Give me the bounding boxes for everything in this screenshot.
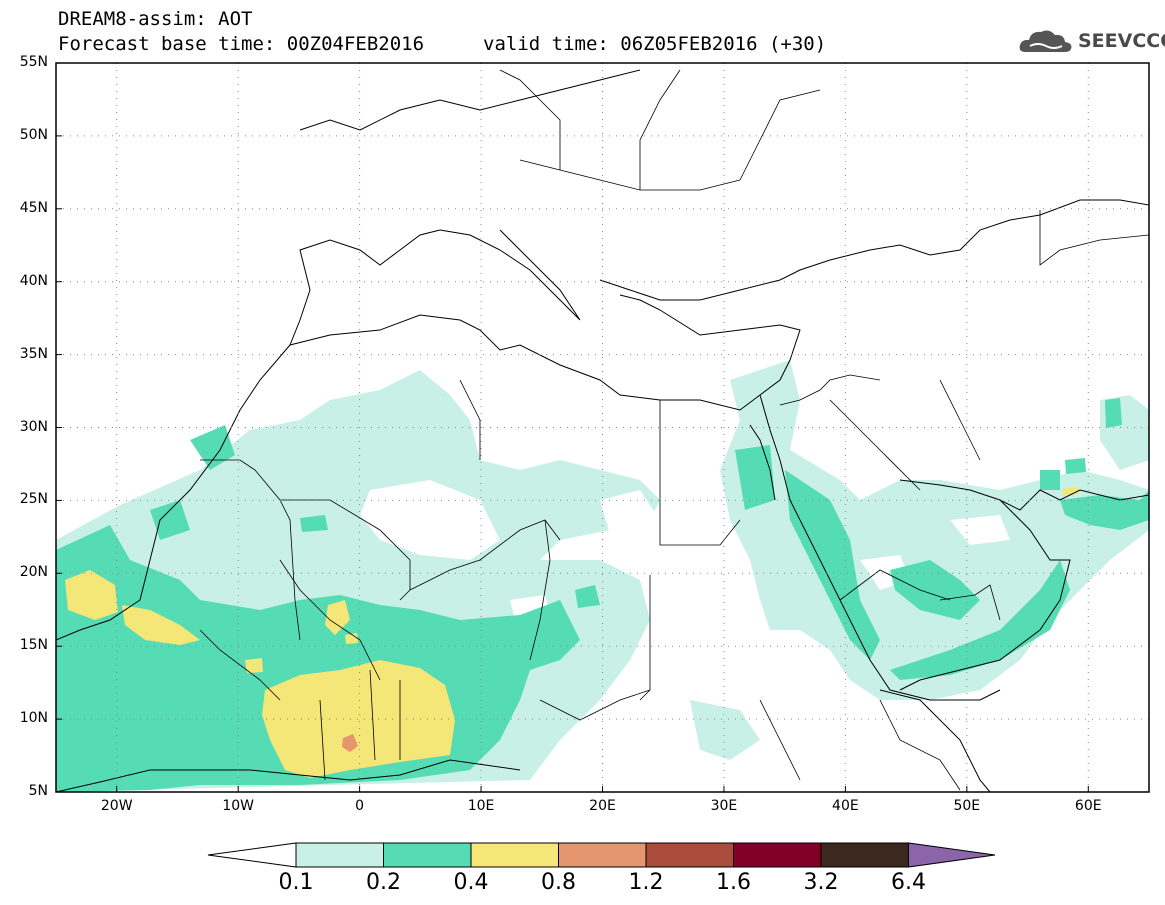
colorbar-swatch <box>295 842 384 868</box>
colorbar-swatch <box>558 842 647 868</box>
lon-label: 60E <box>1074 798 1102 814</box>
colorbar-swatch <box>820 842 909 868</box>
colorbar-label: 0.1 <box>278 870 314 895</box>
lat-label: 25N <box>19 491 48 508</box>
lat-label: 50N <box>19 126 48 143</box>
lat-label: 5N <box>28 783 48 799</box>
axis-ticks <box>56 62 1089 793</box>
aot-0.4-0.8 <box>65 487 1079 778</box>
colorbar-swatch <box>645 842 734 868</box>
colorbar-label: 0.4 <box>453 870 489 895</box>
lon-label: 10W <box>222 798 254 814</box>
colorbar-label: 0.2 <box>366 870 401 895</box>
lat-label: 45N <box>19 199 48 216</box>
valid-time: valid time: 06Z05FEB2016 (+30) <box>483 33 827 55</box>
lon-label: 0 <box>355 798 365 814</box>
seevccc-logo: SEEVCCC <box>1018 26 1165 56</box>
lat-label: 55N <box>19 54 48 70</box>
colorbar-label: 0.8 <box>541 870 576 895</box>
cloud-icon <box>1019 30 1072 52</box>
logo-text: SEEVCCC <box>1078 30 1165 52</box>
lat-label: 10N <box>19 710 48 727</box>
lon-label: 30E <box>710 798 738 814</box>
coastlines <box>56 69 1149 792</box>
aot-0.8-1.2 <box>342 734 358 752</box>
colorbar-swatch <box>470 842 559 868</box>
lat-label: 30N <box>19 418 48 435</box>
colorbar-swatch <box>733 842 822 868</box>
colorbar-label: 3.2 <box>803 870 839 895</box>
colorbar-swatch <box>383 842 472 868</box>
colorbar-arrow-high <box>908 842 996 868</box>
aot-field <box>56 360 1149 792</box>
colorbar-label: 1.2 <box>628 870 664 895</box>
lat-label: 20N <box>19 564 48 581</box>
lat-label: 15N <box>19 637 48 654</box>
lat-lon-grid <box>56 63 1149 792</box>
forecast-base-time: Forecast base time: 00Z04FEB2016 <box>58 33 425 55</box>
lat-label: 35N <box>19 345 48 362</box>
lon-label: 20E <box>589 798 616 814</box>
lon-label: 20W <box>100 798 133 814</box>
colorbar-label: 6.4 <box>891 870 926 895</box>
lat-label: 40N <box>19 272 48 289</box>
lon-label: 40E <box>832 798 859 814</box>
colorbar-arrow-low <box>207 842 297 868</box>
lon-label: 50E <box>953 798 981 814</box>
colorbar-label: 1.6 <box>716 870 751 895</box>
map-title: DREAM8-assim: AOT <box>58 8 253 30</box>
lon-label: 10E <box>467 798 495 814</box>
